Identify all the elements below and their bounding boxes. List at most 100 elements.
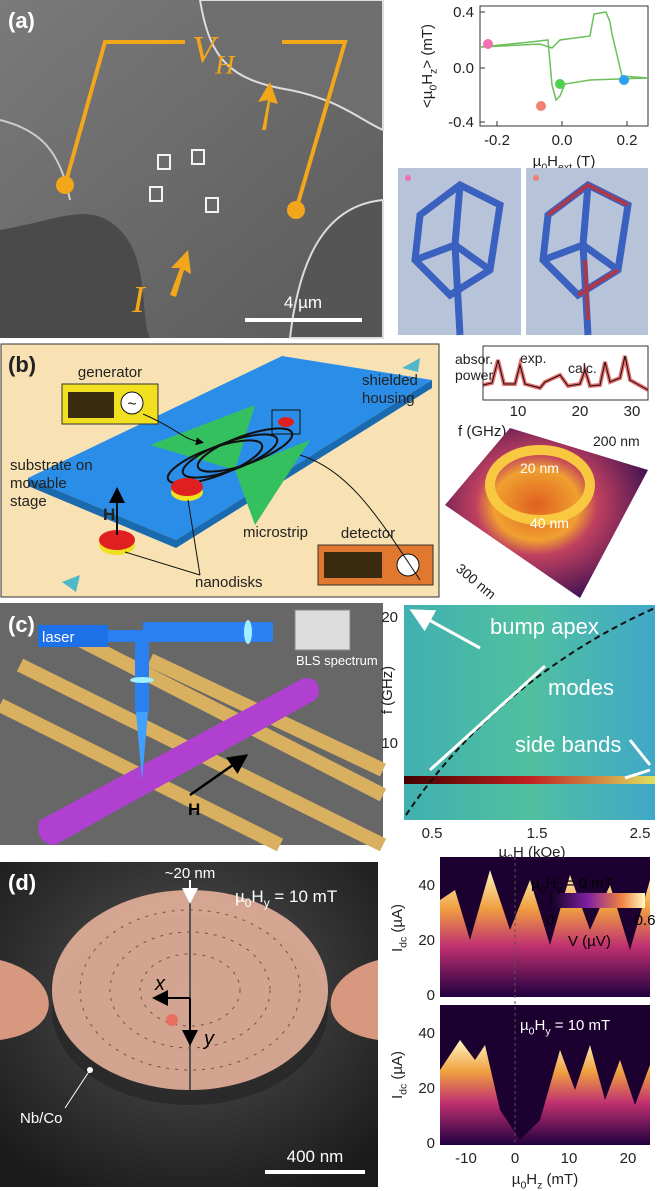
annotation: 200 nm xyxy=(593,433,640,449)
panel-d: x y ~20 nm µ0Hy = 10 mT Nb/Co 400 nm (d)… xyxy=(0,857,655,1191)
material-label: Nb/Co xyxy=(20,1110,63,1127)
text-part: power xyxy=(455,367,493,383)
annotation: µ0Hy = 0 mT xyxy=(531,875,613,896)
text-part: I xyxy=(389,1095,406,1099)
text-part: H xyxy=(419,74,436,85)
axis-y-label: y xyxy=(202,1028,215,1050)
annotation: 300 nm xyxy=(453,560,499,602)
text-part: stage xyxy=(10,493,47,510)
text-part: movable xyxy=(10,475,67,492)
axis-x-label: x xyxy=(154,973,166,995)
annotation: 40 nm xyxy=(530,515,569,531)
text-part: µ xyxy=(520,1017,529,1034)
text-part: µ xyxy=(235,887,245,906)
x-tick-label: 0.2 xyxy=(617,132,638,149)
text-part: 0 xyxy=(428,85,440,91)
y-axis-label: Idc (µA) xyxy=(389,1051,410,1099)
text-part: 0 xyxy=(541,162,547,174)
text-part: H xyxy=(535,1017,546,1034)
text-part: absor. xyxy=(455,351,493,367)
panel-c: laser BLS spectrum H (c) bump apex modes… xyxy=(0,603,656,865)
microstrip-label: microstrip xyxy=(243,524,308,541)
text-part: H xyxy=(526,1171,537,1188)
annotation: bump apex xyxy=(490,614,599,639)
text-part: H xyxy=(546,875,557,892)
y-tick-label: 0 xyxy=(427,1135,435,1152)
text-part: µ xyxy=(512,1171,521,1188)
x-tick-label: -0.2 xyxy=(484,132,510,149)
colorbar-label: V (µV) xyxy=(568,933,611,950)
x-tick-label: 20 xyxy=(572,403,589,420)
x-tick-label: 0 xyxy=(511,1150,519,1167)
panel-label: (c) xyxy=(8,612,35,637)
panel-a: VH I 4 µm (a) 0.4 0.0 -0.4 -0.2 0.0 0.2 … xyxy=(0,0,649,339)
text-part: y xyxy=(264,896,270,910)
panel-label: (b) xyxy=(8,352,36,377)
x-tick-label: 20 xyxy=(620,1150,637,1167)
x-tick-label: 10 xyxy=(510,403,527,420)
text-part: H xyxy=(214,49,236,79)
text-part: 0 xyxy=(529,1026,535,1038)
text-part: µ xyxy=(531,875,540,892)
x-tick-label: 10 xyxy=(561,1150,578,1167)
annotation: modes xyxy=(548,675,614,700)
text-part: <µ xyxy=(419,90,436,108)
text-part: substrate on xyxy=(10,457,93,474)
text-part: z xyxy=(537,1180,542,1191)
field-label: H xyxy=(188,800,200,819)
text-part: = 0 mT xyxy=(562,875,613,892)
text-part: H xyxy=(547,153,558,170)
text-part: µ xyxy=(499,844,508,861)
text-part: y xyxy=(556,884,562,896)
panel-label: (d) xyxy=(8,870,36,895)
text-part: shielded xyxy=(362,372,418,389)
laser-label: laser xyxy=(42,629,75,646)
y-tick-label: -0.4 xyxy=(448,114,474,131)
text-part: dc xyxy=(398,937,410,948)
scale-bar-label: 4 µm xyxy=(284,293,322,312)
scale-bar-label: 400 nm xyxy=(287,1147,344,1166)
text-part: housing xyxy=(362,390,415,407)
x-tick-label: 30 xyxy=(624,403,641,420)
y-tick-label: 40 xyxy=(418,877,435,894)
text-part: H xyxy=(251,887,263,906)
y-axis-label: Idc (µA) xyxy=(389,904,410,952)
x-tick-label: 2.5 xyxy=(630,825,651,842)
x-axis-label: f (GHz) xyxy=(458,423,506,440)
x-tick-label: 0.0 xyxy=(552,132,573,149)
bls-label: BLS spectrum xyxy=(296,653,378,668)
detector-label: detector xyxy=(341,525,395,542)
y-tick-label: 20 xyxy=(418,932,435,949)
y-axis-label: f (GHz) xyxy=(379,666,396,714)
y-tick-label: 40 xyxy=(418,1025,435,1042)
svg-text:~: ~ xyxy=(127,396,136,413)
y-tick-label: 20 xyxy=(381,609,398,626)
colorbar-tick: 0 xyxy=(546,912,554,929)
annotation: µ0Hy = 10 mT xyxy=(520,1017,610,1038)
annotation: 20 nm xyxy=(520,460,559,476)
text-part: (T) xyxy=(572,153,595,170)
y-axis-label: absor. power xyxy=(455,351,493,383)
field-label: H xyxy=(103,505,115,524)
text-part: 0 xyxy=(245,896,252,910)
y-tick-label: 0 xyxy=(427,987,435,1004)
text-part: 0 xyxy=(540,884,546,896)
text-part: y xyxy=(545,1026,551,1038)
housing-label: shielded housing xyxy=(362,372,418,407)
text-part: (µA) xyxy=(389,1051,406,1084)
text-part: I xyxy=(389,948,406,952)
text-part: µ xyxy=(533,153,542,170)
y-tick-label: 10 xyxy=(381,735,398,752)
y-tick-label: 20 xyxy=(418,1080,435,1097)
y-tick-label: 0.0 xyxy=(453,60,474,77)
colorbar-tick: 0.6 xyxy=(635,912,656,929)
text-part: V xyxy=(192,29,219,71)
substrate-label: substrate on movable stage xyxy=(10,457,93,510)
bls-map xyxy=(404,605,655,820)
text-part: > (mT) xyxy=(419,24,436,69)
text-part: (µA) xyxy=(389,904,406,937)
x-tick-label: 0.5 xyxy=(422,825,443,842)
text-part: dc xyxy=(398,1084,410,1095)
annotation: side bands xyxy=(515,732,621,757)
